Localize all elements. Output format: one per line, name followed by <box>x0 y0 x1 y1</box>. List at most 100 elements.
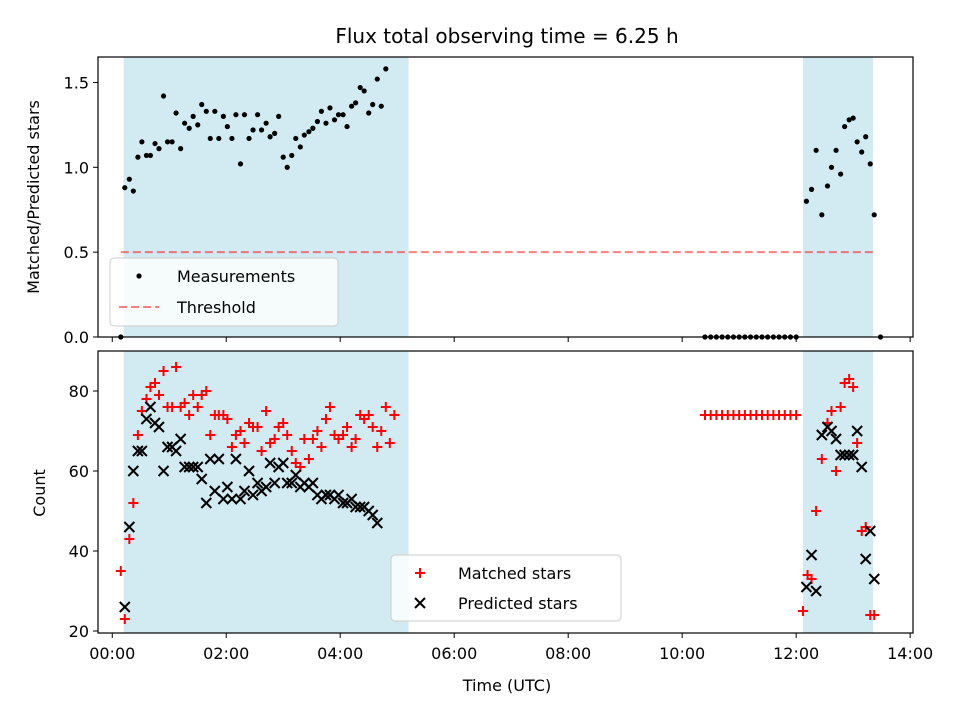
measurement-point <box>220 113 226 119</box>
predicted-star-point <box>247 489 259 501</box>
measurement-point <box>335 112 342 118</box>
measurement-point <box>327 105 333 111</box>
measurement-point <box>301 132 307 138</box>
count-points <box>115 362 880 624</box>
predicted-star-point <box>349 501 362 513</box>
x-tick-label: 12:00 <box>773 644 819 663</box>
measurement-point <box>374 76 380 82</box>
measurement-point <box>199 101 205 108</box>
matched-star-point <box>222 414 233 424</box>
matched-star-point <box>307 434 318 444</box>
measurement-point <box>126 176 132 182</box>
top-axes-frame <box>97 56 914 338</box>
predicted-star-point <box>174 433 187 445</box>
top-x-ticks <box>111 337 911 342</box>
x-tick-label: 10:00 <box>659 644 705 663</box>
measurement-point <box>824 183 831 189</box>
predicted-star-point <box>851 425 863 437</box>
y-tick-label: 1.5 <box>64 73 89 92</box>
matched-star-point <box>869 610 880 620</box>
matched-star-point <box>372 442 383 452</box>
measurement-point <box>203 108 209 114</box>
y-tick-label: 1.0 <box>64 158 89 177</box>
bottom-y-ticks: 20 40 60 80 <box>69 382 98 641</box>
measurement-point <box>318 108 325 114</box>
matched-star-point <box>380 402 391 412</box>
measurement-point <box>361 88 367 94</box>
measurement-point <box>241 112 248 118</box>
matched-star-point <box>252 422 263 432</box>
measurement-point <box>250 127 256 133</box>
legend-matched-marker <box>415 568 425 578</box>
measurement-point <box>267 134 273 140</box>
measurement-point <box>323 120 329 126</box>
predicted-star-point <box>805 549 818 561</box>
top-legend: Measurements Threshold <box>109 257 339 327</box>
predicted-star-point <box>153 421 165 433</box>
predicted-star-point <box>816 429 828 441</box>
chart-title: Flux total observing time = 6.25 h <box>335 24 678 48</box>
measurement-point <box>838 171 844 177</box>
measurement-point <box>859 149 865 155</box>
measurement-point <box>233 112 239 118</box>
legend-measurements-label: Measurements <box>177 267 295 286</box>
bottom-legend: Matched stars Predicted stars <box>390 554 622 622</box>
predicted-star-point <box>268 477 281 489</box>
shaded-interval-0 <box>123 351 409 633</box>
predicted-star-point <box>234 493 247 505</box>
measurement-point <box>867 161 873 167</box>
x-tick-label: 00:00 <box>89 644 135 663</box>
predicted-star-point <box>855 461 868 473</box>
predicted-star-point <box>183 461 195 473</box>
predicted-star-point <box>170 445 182 457</box>
predicted-star-point <box>217 493 230 505</box>
matched-star-point <box>278 418 289 428</box>
matched-star-point <box>153 390 164 400</box>
y-tick-label: 0.5 <box>64 243 89 262</box>
matched-star-point <box>384 438 395 448</box>
measurement-point <box>819 212 825 218</box>
matched-star-point <box>835 402 846 412</box>
measurement-point <box>156 146 162 152</box>
predicted-star-point <box>337 497 349 509</box>
top-y-axis-label: Matched/Predicted stars <box>24 100 43 294</box>
predicted-star-point <box>127 465 140 477</box>
predicted-star-point <box>834 449 847 461</box>
measurement-point <box>263 120 269 126</box>
x-tick-label: 04:00 <box>317 644 363 663</box>
matched-star-point <box>826 406 837 416</box>
bottom-x-ticks: 00:00 02:00 04:00 06:00 08:00 10:00 12:00 14:00 <box>89 633 933 663</box>
predicted-star-point <box>800 581 813 593</box>
matched-star-point <box>256 446 267 456</box>
predicted-star-point <box>136 445 148 457</box>
measurement-point <box>135 154 141 160</box>
measurement-point <box>833 147 839 153</box>
measurement-point <box>280 154 286 160</box>
matched-star-point <box>852 438 863 448</box>
measurement-point <box>349 103 355 109</box>
top-panel: 0.0 0.5 1.0 1.5 Matched/Predicted stars Mea… <box>24 56 914 347</box>
legend-matched-label: Matched stars <box>458 564 571 583</box>
measurement-point <box>169 139 175 145</box>
measurement-point <box>863 134 869 140</box>
bottom-legend-box <box>390 554 622 622</box>
matched-star-point <box>303 454 314 464</box>
matched-star-point <box>119 614 130 624</box>
y-tick-label: 40 <box>69 542 89 561</box>
measurement-point <box>331 117 338 123</box>
matched-star-point <box>184 410 195 420</box>
predicted-star-point <box>243 465 255 477</box>
matched-star-point <box>816 454 827 464</box>
measurement-point <box>130 188 136 194</box>
predicted-star-point <box>132 445 144 457</box>
shaded-interval-1 <box>803 57 874 337</box>
measurement-point <box>344 123 350 130</box>
legend-threshold-label: Threshold <box>176 298 256 317</box>
matched-star-point <box>269 434 280 444</box>
predicted-star-point <box>277 457 289 469</box>
predicted-star-point <box>830 433 842 445</box>
x-axis-label: Time (UTC) <box>462 676 551 695</box>
matched-star-point <box>346 442 357 452</box>
measurement-point <box>370 101 376 108</box>
